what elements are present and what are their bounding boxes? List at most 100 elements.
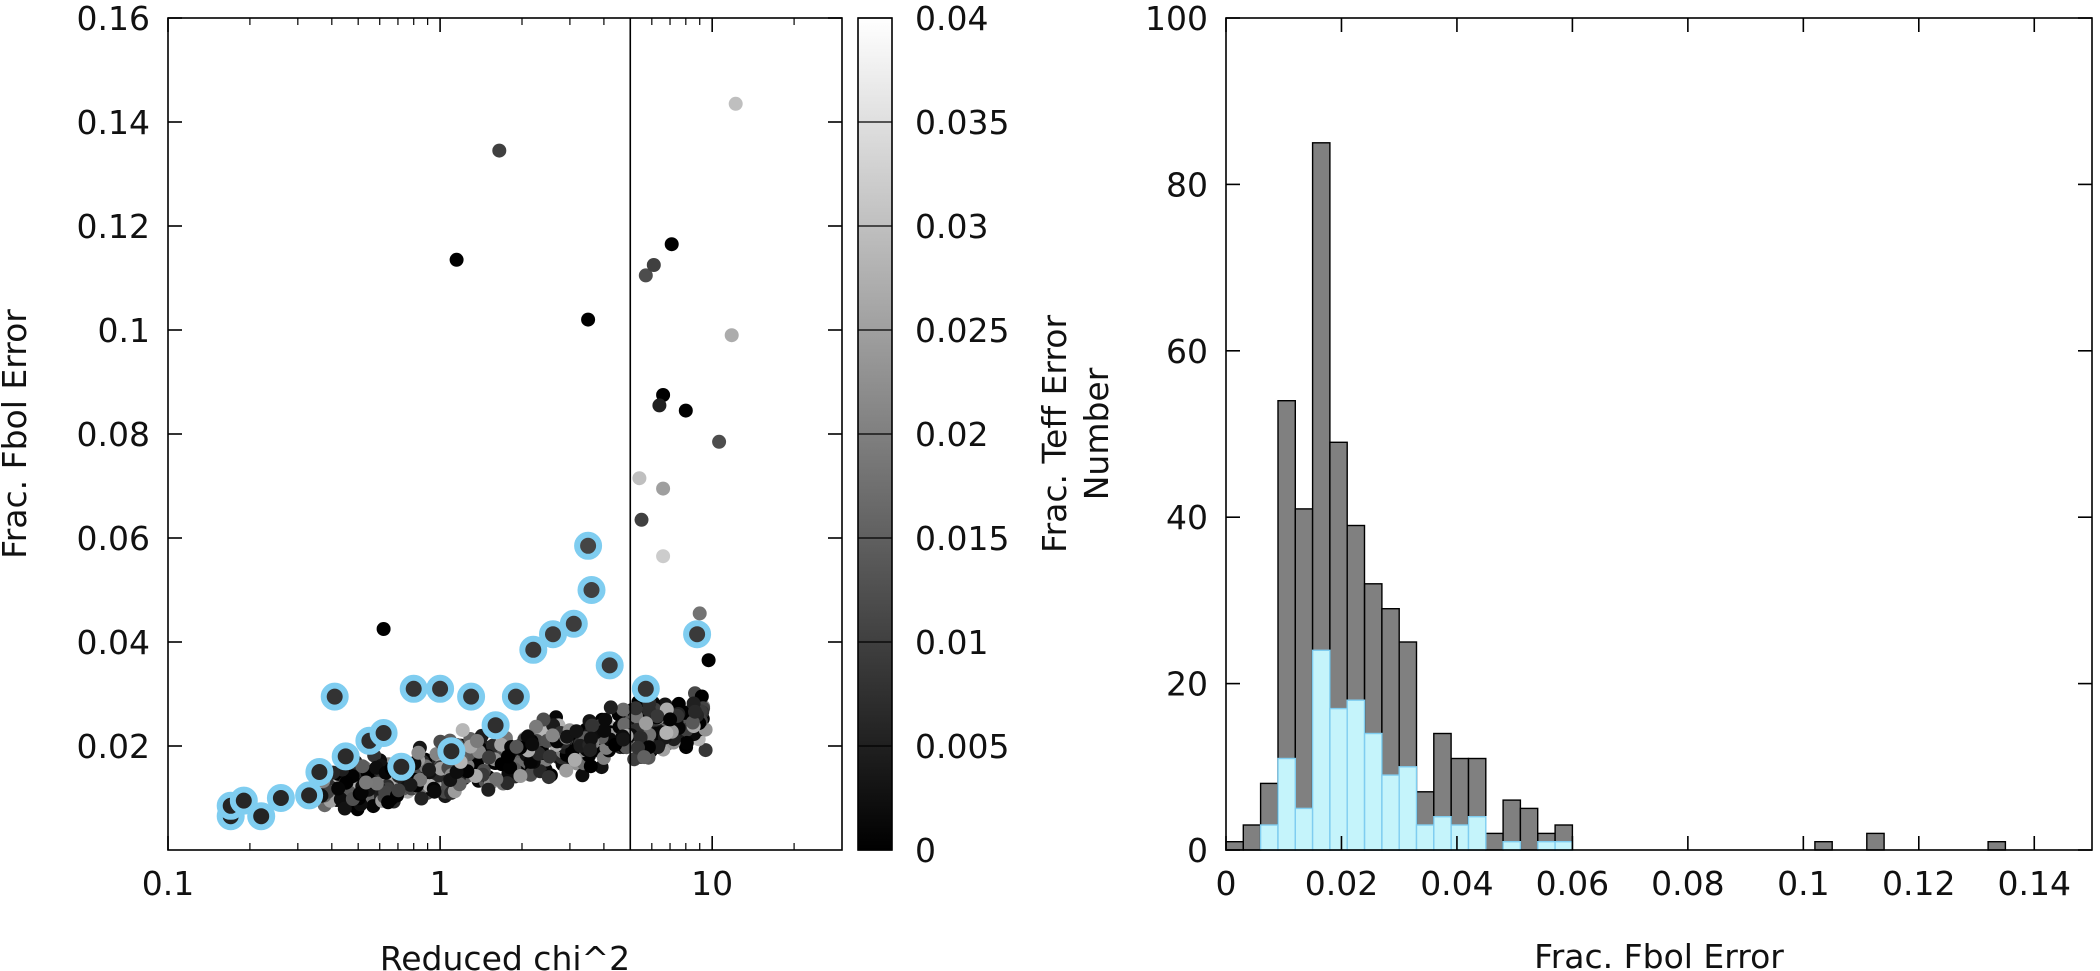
- scatter-point: [545, 728, 560, 743]
- histogram-x-tick-label: 0.1: [1777, 864, 1829, 903]
- scatter-highlighted-point: [399, 674, 428, 703]
- histogram-bar-subset: [1363, 732, 1383, 851]
- scatter-point: [628, 701, 643, 716]
- scatter-point: [542, 749, 557, 764]
- scatter-point: [581, 312, 596, 327]
- scatter-point: [381, 795, 396, 810]
- histogram-bar-all: [1987, 841, 2007, 851]
- scatter-highlighted-point: [559, 609, 588, 638]
- scatter-y-tick-label: 0.06: [77, 519, 150, 558]
- scatter-y-ticks: 0.02 0.04 0.06 0.08 0.1 0.12 0.14 0.16: [77, 0, 842, 766]
- scatter-plot-area: [168, 18, 842, 850]
- scatter-point: [559, 763, 574, 778]
- scatter-point: [698, 743, 713, 758]
- scatter-point: [646, 258, 661, 272]
- scatter-point: [583, 743, 598, 758]
- histogram-x-tick-label: 0.08: [1651, 864, 1724, 903]
- scatter-highlighted-point: [229, 786, 258, 815]
- scatter-point: [728, 96, 743, 111]
- scatter-y-tick-label: 0.04: [77, 623, 150, 662]
- scatter-point: [369, 776, 384, 791]
- colorbar-tick-label: 0: [915, 831, 936, 870]
- histogram-bar-subset: [1329, 707, 1348, 851]
- scatter-point: [638, 268, 653, 283]
- colorbar-tick-label: 0.04: [915, 0, 988, 38]
- scatter-point: [489, 772, 504, 787]
- histogram-bar-all: [1814, 841, 1833, 851]
- scatter-point: [427, 784, 442, 799]
- histogram-bar-subset: [1294, 807, 1314, 851]
- histogram-y-tick-label: 60: [1166, 332, 1208, 371]
- scatter-point: [449, 252, 464, 267]
- histogram-bar-subset: [1502, 841, 1522, 851]
- histogram-x-tick-label: 0.12: [1882, 864, 1955, 903]
- scatter-point: [359, 775, 373, 790]
- scatter-point: [616, 732, 631, 747]
- scatter-point: [634, 512, 649, 527]
- scatter-highlighted-point: [595, 651, 624, 680]
- scatter-point: [376, 622, 391, 636]
- scatter-point: [567, 752, 582, 767]
- histogram-bar-all: [1225, 841, 1244, 851]
- histogram-bar-all: [1519, 807, 1539, 851]
- histogram-y-tick-label: 0: [1187, 831, 1208, 870]
- scatter-point: [411, 745, 426, 760]
- scatter-y-tick-label: 0.02: [77, 727, 150, 766]
- scatter-point: [575, 768, 590, 783]
- histogram-bar-subset: [1537, 841, 1556, 851]
- histogram-y-axis-label: Number: [1077, 367, 1116, 500]
- scatter-point: [513, 769, 528, 783]
- scatter-x-ticks: 0.1 1 10: [142, 18, 795, 903]
- scatter-point: [616, 702, 631, 717]
- histogram-plot-frame: [1225, 17, 2093, 851]
- scatter-point: [685, 715, 700, 730]
- scatter-point: [597, 723, 612, 738]
- scatter-point: [664, 237, 679, 252]
- scatter-highlighted-point: [539, 620, 567, 649]
- scatter-point: [598, 712, 613, 727]
- scatter-highlighted-point: [295, 781, 324, 810]
- scatter-highlighted-points: [216, 531, 712, 831]
- scatter-highlighted-point: [501, 682, 530, 711]
- scatter-outlier-points: [376, 96, 743, 668]
- scatter-highlighted-point: [574, 531, 603, 560]
- histogram-x-tick-label: 0.04: [1420, 864, 1493, 903]
- scatter-point: [724, 328, 739, 343]
- histogram-bar-subset: [1554, 841, 1574, 851]
- scatter-point: [678, 403, 693, 418]
- colorbar-tick-label: 0.015: [915, 519, 1009, 558]
- scatter-highlighted-point: [305, 758, 334, 786]
- scatter-point: [637, 750, 652, 765]
- histogram-bar-subset: [1467, 816, 1487, 851]
- scatter-point: [679, 735, 694, 750]
- scatter-y-tick-label: 0.1: [98, 311, 150, 350]
- scatter-point: [583, 731, 598, 746]
- scatter-point: [481, 782, 496, 797]
- scatter-point: [617, 717, 632, 732]
- scatter-point: [712, 434, 727, 449]
- scatter-point: [569, 724, 584, 739]
- colorbar-tick-label: 0.02: [915, 415, 988, 454]
- histogram-bar-subset: [1346, 699, 1366, 851]
- colorbar-tick-label: 0.035: [915, 103, 1009, 142]
- scatter-point: [403, 777, 418, 792]
- histogram-panel: 0 0.02 0.04 0.06 0.08 0.1 0.12 0.14 0 20 40 60 80 10…: [1077, 0, 2093, 971]
- scatter-highlighted-point: [247, 802, 276, 831]
- scatter-point: [391, 783, 406, 798]
- scatter-x-tick-label: 0.1: [142, 864, 194, 903]
- scatter-highlighted-point: [481, 711, 510, 740]
- scatter-point: [632, 471, 647, 486]
- scatter-point: [688, 704, 702, 719]
- histogram-x-ticks: 0 0.02 0.04 0.06 0.08 0.1 0.12 0.14: [1216, 18, 2071, 903]
- scatter-point: [331, 781, 346, 796]
- histogram-bar-all: [1294, 508, 1314, 851]
- scatter-point: [509, 739, 524, 754]
- histogram-bar-all: [1485, 832, 1504, 851]
- colorbar-ticks: 0 0.005 0.01 0.015 0.02 0.025 0.03 0.035 0.04: [858, 0, 1009, 870]
- histogram-bar-all: [1242, 824, 1262, 851]
- histogram-bar-subset: [1259, 824, 1279, 851]
- scatter-y-tick-label: 0.14: [77, 103, 150, 142]
- scatter-point: [482, 750, 496, 765]
- scatter-point: [470, 734, 484, 748]
- scatter-highlighted-point: [683, 620, 712, 649]
